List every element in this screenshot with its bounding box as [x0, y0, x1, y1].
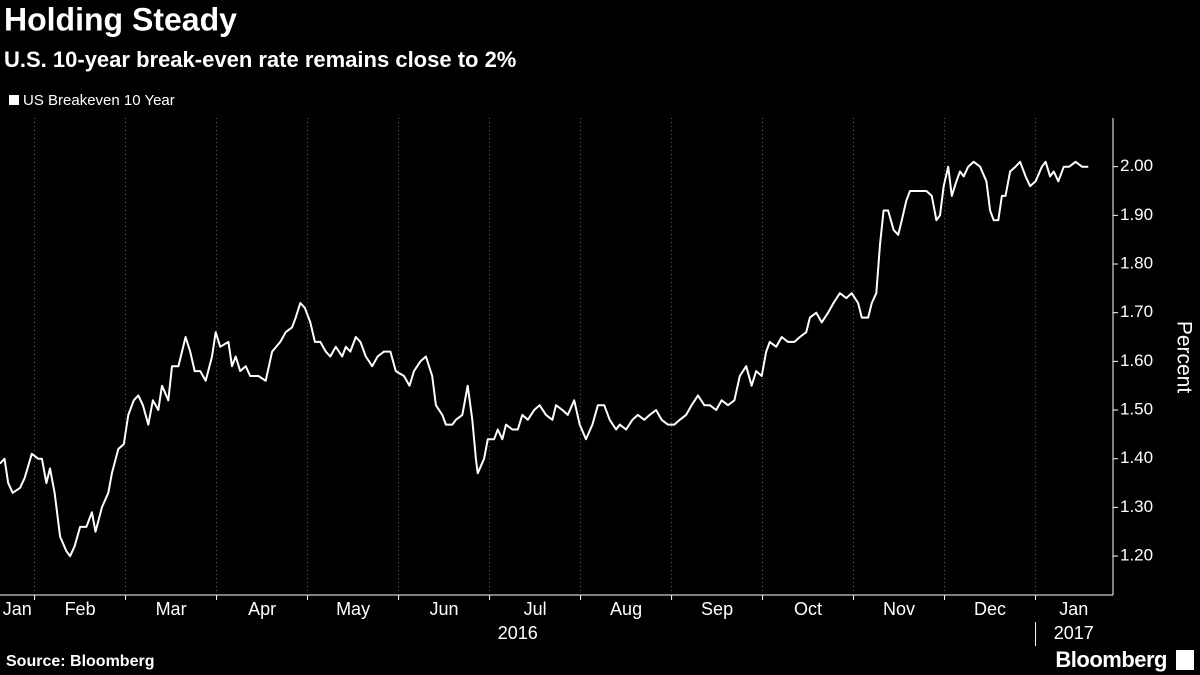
y-tick-label: 1.70	[1120, 302, 1153, 321]
y-axis-label: Percent	[1172, 321, 1195, 394]
y-tick-label: 1.60	[1120, 351, 1153, 370]
x-tick-label: May	[336, 599, 370, 619]
y-tick-label: 1.50	[1120, 400, 1153, 419]
x-tick-label: Jul	[524, 599, 547, 619]
x-tick-label: Jun	[430, 599, 459, 619]
x-tick-label: Sep	[701, 599, 733, 619]
y-tick-label: 2.00	[1120, 156, 1153, 175]
x-tick-label: Nov	[883, 599, 915, 619]
x-tick-label: Jan	[1059, 599, 1088, 619]
x-tick-label: Jan	[3, 599, 32, 619]
source: Source: Bloomberg	[6, 653, 154, 670]
x-tick-label: Aug	[610, 599, 642, 619]
line-series	[0, 160, 1089, 558]
x-tick-label: Mar	[156, 599, 187, 619]
legend-swatch	[9, 95, 19, 105]
chart-title: Holding Steady	[4, 1, 237, 37]
x-tick-label: Dec	[974, 599, 1006, 619]
y-tick-label: 1.90	[1120, 205, 1153, 224]
chart-subtitle: U.S. 10-year break-even rate remains clo…	[4, 47, 516, 72]
y-tick-label: 1.20	[1120, 546, 1153, 565]
x-tick-label: Oct	[794, 599, 822, 619]
x-tick-label: Apr	[248, 599, 276, 619]
brand-icon	[1176, 650, 1194, 670]
year-label: 2017	[1054, 623, 1094, 643]
y-tick-label: 1.80	[1120, 254, 1153, 273]
y-tick-label: 1.30	[1120, 497, 1153, 516]
year-label: 2016	[498, 623, 538, 643]
x-tick-label: Feb	[65, 599, 96, 619]
y-tick-label: 1.40	[1120, 448, 1153, 467]
legend-label: US Breakeven 10 Year	[23, 92, 175, 109]
brand: Bloomberg	[1055, 647, 1167, 672]
